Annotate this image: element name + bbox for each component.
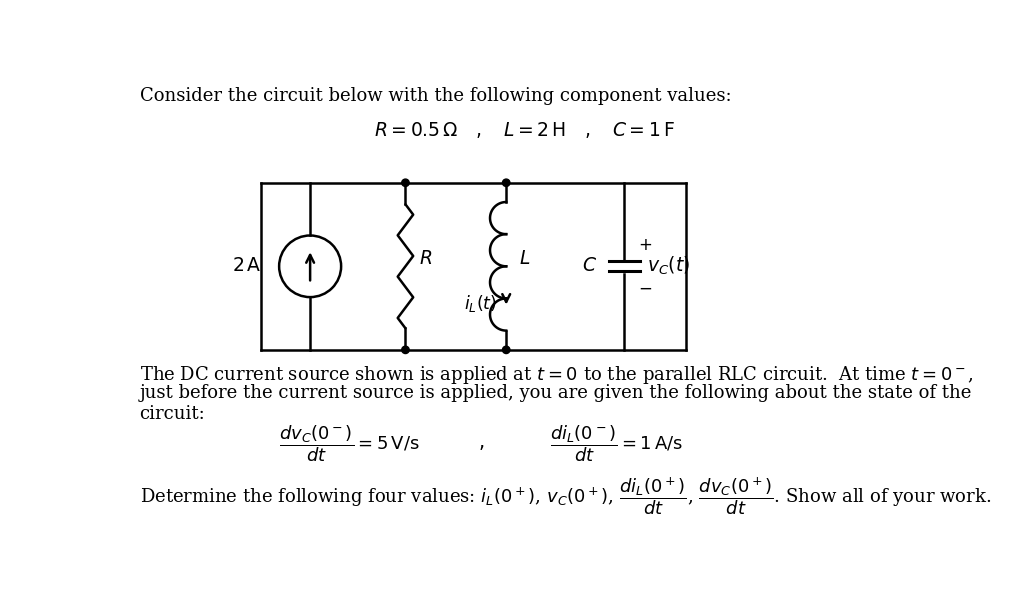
Text: $2\,\mathrm{A}$: $2\,\mathrm{A}$: [232, 258, 262, 276]
Text: The DC current source shown is applied at $t = 0$ to the parallel RLC circuit.  : The DC current source shown is applied a…: [139, 364, 973, 386]
Text: $,$: $,$: [477, 433, 483, 452]
Text: just before the current source is applied, you are given the following about the: just before the current source is applie…: [139, 384, 972, 402]
Circle shape: [503, 179, 510, 186]
Text: circuit:: circuit:: [139, 404, 206, 422]
Text: $L$: $L$: [519, 250, 530, 268]
Text: $R = 0.5\,\Omega \quad , \quad L = 2\,\mathrm{H} \quad , \quad C = 1\,\mathrm{F}: $R = 0.5\,\Omega \quad , \quad L = 2\,\m…: [375, 120, 675, 140]
Text: $C$: $C$: [582, 258, 597, 276]
Text: $R$: $R$: [419, 250, 432, 268]
Circle shape: [401, 346, 410, 353]
Text: $+$: $+$: [638, 236, 652, 254]
Text: $\dfrac{dv_C(0^-)}{dt} = 5\,\mathrm{V/s}$: $\dfrac{dv_C(0^-)}{dt} = 5\,\mathrm{V/s}…: [279, 423, 419, 464]
Text: Determine the following four values: $i_L(0^+)$, $v_C(0^+)$, $\dfrac{di_L(0^+)}{: Determine the following four values: $i_…: [139, 476, 991, 518]
Circle shape: [401, 179, 410, 186]
Text: Consider the circuit below with the following component values:: Consider the circuit below with the foll…: [139, 86, 731, 104]
Text: $v_C(t)$: $v_C(t)$: [647, 255, 690, 277]
Circle shape: [503, 346, 510, 353]
Text: $i_L(t)$: $i_L(t)$: [464, 294, 497, 314]
Text: $-$: $-$: [638, 279, 652, 297]
Text: $\dfrac{di_L(0^-)}{dt} = 1\,\mathrm{A/s}$: $\dfrac{di_L(0^-)}{dt} = 1\,\mathrm{A/s}…: [550, 423, 683, 464]
